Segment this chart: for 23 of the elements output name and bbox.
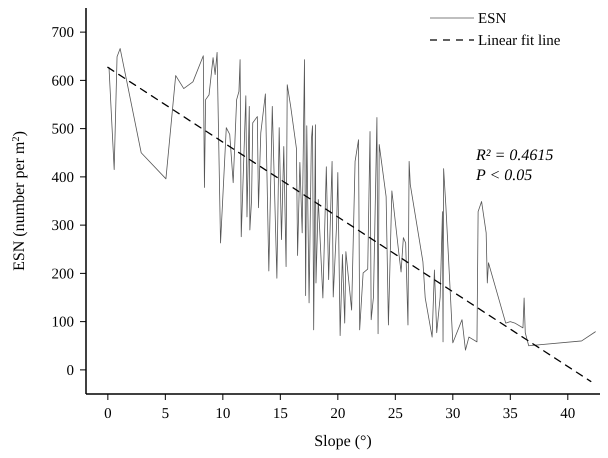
legend-label: ESN: [478, 11, 507, 27]
y-tick-label: 600: [52, 73, 74, 90]
y-tick-label: 200: [52, 266, 74, 282]
legend-label: Linear fit line: [478, 33, 561, 49]
x-tick-label: 5: [162, 406, 170, 422]
annotation: P < 0.05: [475, 167, 532, 184]
x-tick-label: 15: [272, 406, 288, 422]
x-tick-label: 35: [502, 406, 518, 422]
annotation: R² = 0.4615: [475, 147, 554, 164]
x-tick-label: 30: [445, 406, 460, 422]
y-tick-label: 700: [52, 25, 74, 42]
x-tick-label: 10: [215, 406, 230, 422]
y-tick-label: 500: [52, 122, 74, 138]
x-tick-label: 0: [104, 406, 112, 422]
y-tick-label: 0: [66, 362, 74, 379]
y-tick-label: 300: [52, 218, 74, 234]
x-axis-title: Slope (°): [314, 433, 372, 450]
y-tick-label: 400: [52, 170, 74, 186]
x-tick-label: 25: [388, 406, 403, 422]
x-tick-label: 20: [330, 406, 346, 422]
x-tick-label: 40: [560, 406, 576, 422]
line-series: [108, 48, 596, 350]
y-tick-label: 100: [52, 314, 74, 331]
